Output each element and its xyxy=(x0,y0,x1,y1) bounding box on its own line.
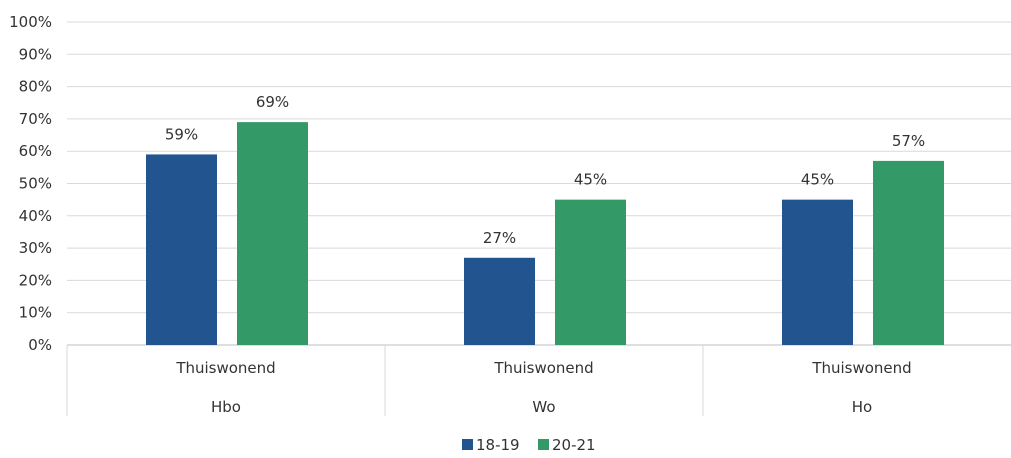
bars xyxy=(146,122,944,345)
y-tick-label: 50% xyxy=(19,175,52,193)
x-axis: Thuiswonend Hbo Thuiswonend Wo Thuiswonend Ho xyxy=(66,345,912,416)
x-group-label: Hbo xyxy=(211,398,241,416)
data-label: 45% xyxy=(574,171,607,189)
gridlines xyxy=(67,21,1011,346)
legend-label-18-19: 18-19 xyxy=(476,436,520,454)
legend-label-20-21: 20-21 xyxy=(552,436,596,454)
bar-18-19-hbo xyxy=(146,154,217,345)
legend-swatch-18-19 xyxy=(462,439,473,450)
legend: 18-19 20-21 xyxy=(462,436,596,454)
y-tick-label: 10% xyxy=(19,304,52,322)
y-tick-label: 0% xyxy=(28,336,52,354)
y-tick-label: 40% xyxy=(19,207,52,225)
x-category-label: Thuiswonend xyxy=(175,359,275,377)
y-tick-label: 70% xyxy=(19,110,52,128)
data-label: 45% xyxy=(801,171,834,189)
y-tick-label: 20% xyxy=(19,271,52,289)
x-category-label: Thuiswonend xyxy=(811,359,911,377)
y-tick-label: 60% xyxy=(19,142,52,160)
y-tick-label: 30% xyxy=(19,239,52,257)
y-tick-label: 80% xyxy=(19,78,52,96)
data-label: 57% xyxy=(892,132,925,150)
y-tick-label: 100% xyxy=(9,13,52,31)
bar-20-21-ho xyxy=(873,160,944,345)
y-axis-ticks: 0% 10% 20% 30% 40% 50% 60% 70% 80% 90% 100% xyxy=(9,13,52,354)
x-group-label: Wo xyxy=(532,398,555,416)
bar-20-21-wo xyxy=(555,199,626,345)
x-group-label: Ho xyxy=(852,398,872,416)
bar-18-19-wo xyxy=(464,257,535,345)
legend-swatch-20-21 xyxy=(538,439,549,450)
data-label: 59% xyxy=(165,125,198,143)
bar-20-21-hbo xyxy=(237,122,308,345)
y-tick-label: 90% xyxy=(19,45,52,63)
data-label: 69% xyxy=(256,93,289,111)
x-category-label: Thuiswonend xyxy=(493,359,593,377)
data-labels: 59% 27% 45% 69% 45% 57% xyxy=(165,93,925,247)
data-label: 27% xyxy=(483,229,516,247)
bar-18-19-ho xyxy=(782,199,853,345)
